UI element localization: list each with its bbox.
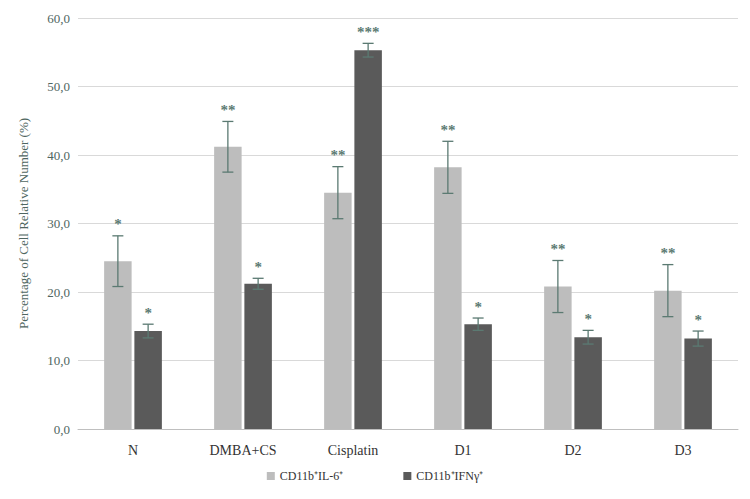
svg-text:40,0: 40,0: [47, 148, 70, 163]
svg-text:10,0: 10,0: [47, 353, 70, 368]
svg-text:CD11b⁺IFNγ⁺: CD11b⁺IFNγ⁺: [416, 469, 483, 483]
svg-text:D3: D3: [674, 443, 691, 458]
svg-text:**: **: [550, 241, 565, 257]
svg-text:DMBA+CS: DMBA+CS: [209, 443, 276, 458]
svg-text:D2: D2: [564, 443, 581, 458]
svg-text:60,0: 60,0: [47, 11, 70, 26]
svg-text:*: *: [584, 311, 592, 327]
svg-text:**: **: [440, 122, 455, 138]
svg-text:20,0: 20,0: [47, 285, 70, 300]
svg-text:Percentage of Cell Relative Nu: Percentage of Cell Relative Number (%): [16, 118, 31, 329]
svg-text:N: N: [128, 443, 138, 458]
svg-text:***: ***: [357, 24, 380, 40]
svg-text:CD11b⁺IL-6⁺: CD11b⁺IL-6⁺: [280, 469, 344, 483]
svg-text:**: **: [220, 102, 235, 118]
svg-text:**: **: [660, 245, 675, 261]
svg-text:*: *: [474, 299, 482, 315]
svg-text:*: *: [254, 259, 262, 275]
svg-text:**: **: [330, 147, 345, 163]
svg-text:0,0: 0,0: [54, 422, 70, 437]
svg-text:Cisplatin: Cisplatin: [328, 443, 379, 458]
svg-text:D1: D1: [454, 443, 471, 458]
svg-text:*: *: [694, 312, 702, 328]
svg-text:*: *: [114, 216, 122, 232]
svg-text:50,0: 50,0: [47, 79, 70, 94]
svg-text:30,0: 30,0: [47, 216, 70, 231]
svg-text:*: *: [144, 305, 152, 321]
